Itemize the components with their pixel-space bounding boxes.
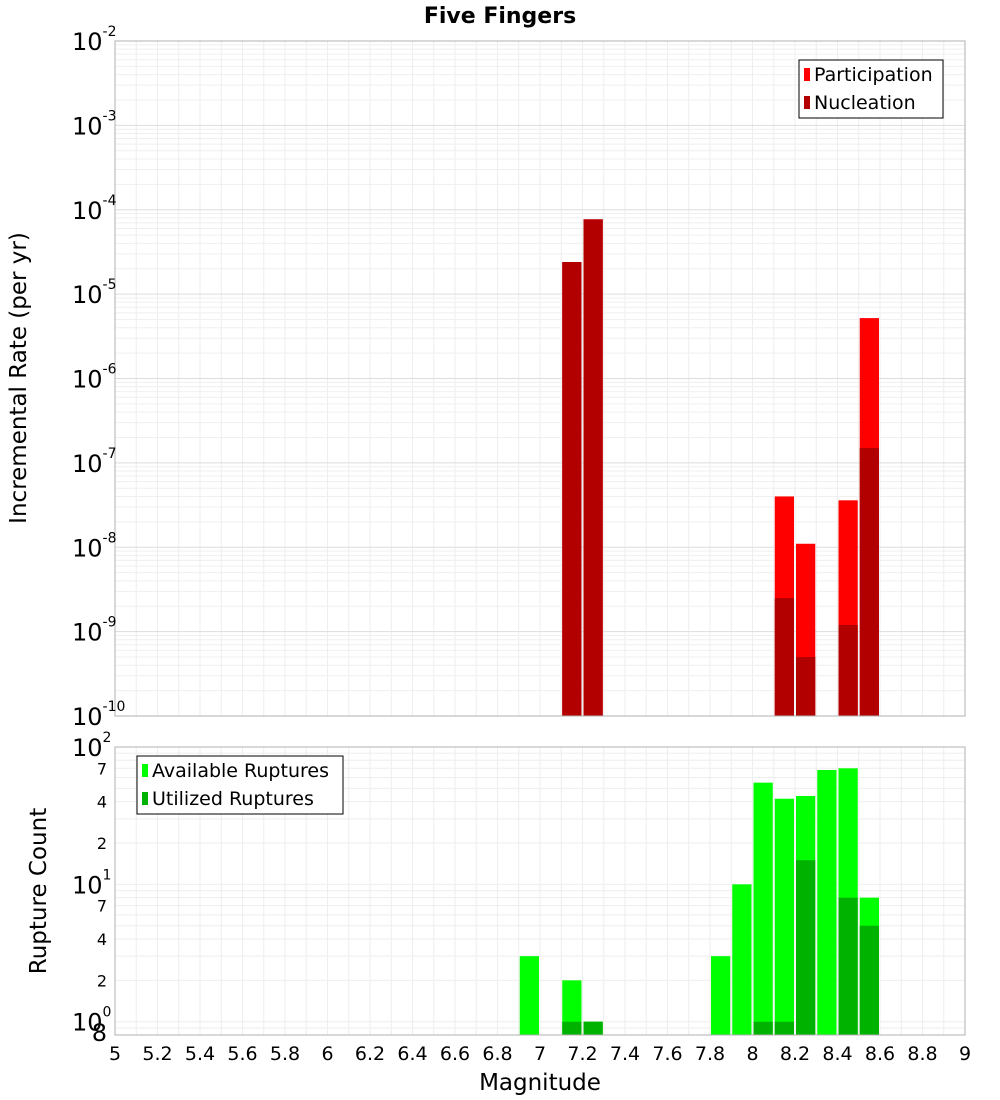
count-plot-legend: Available Ruptures Utilized Ruptures xyxy=(136,755,344,815)
x-axis-label: Magnitude xyxy=(479,1070,601,1096)
rate-bar-nucleation xyxy=(774,598,794,716)
rate-plot-y-tick-label: 10-4 xyxy=(72,193,117,225)
rate-legend-swatch xyxy=(804,68,810,81)
rate-plot-y-tick-label: 10-10 xyxy=(72,699,125,731)
chart-title: Five Fingers xyxy=(424,4,576,29)
count-bar-available-ruptures xyxy=(519,956,539,1035)
rate-plot-y-tick-label: 10-8 xyxy=(72,530,117,562)
rate-plot-y-axis-label: Incremental Rate (per yr) xyxy=(6,232,32,524)
x-tick-label: 7.6 xyxy=(652,1043,682,1065)
count-bar-utilized-ruptures xyxy=(774,1021,794,1035)
rate-bar-nucleation xyxy=(796,657,816,716)
count-bar-available-ruptures xyxy=(774,798,794,1035)
count-plot-y-minor-tick-label: 2 xyxy=(97,971,107,990)
x-tick-label: 5.6 xyxy=(227,1043,257,1065)
x-tick-label: 6.8 xyxy=(482,1043,512,1065)
rate-legend-swatch xyxy=(804,96,810,109)
rate-plot-grid xyxy=(114,41,966,717)
rate-bar-nucleation xyxy=(838,624,858,716)
rate-legend-box xyxy=(798,59,944,119)
rate-plot-y-tick-label: 10-9 xyxy=(72,615,117,647)
x-tick-label: 8.2 xyxy=(780,1043,810,1065)
count-bar-available-ruptures xyxy=(817,770,837,1035)
x-tick-label: 7 xyxy=(534,1043,546,1065)
count-bar-utilized-ruptures xyxy=(859,925,879,1035)
rate-plot-y-tick-label: 10-5 xyxy=(72,277,117,309)
rate-bar-nucleation xyxy=(562,262,582,716)
count-bar-available-ruptures xyxy=(711,956,731,1035)
count-legend-box xyxy=(136,755,344,815)
count-bar-utilized-ruptures xyxy=(583,1021,603,1035)
count-bar-available-ruptures xyxy=(753,782,773,1035)
rate-plot-legend: Participation Nucleation xyxy=(798,59,944,119)
x-tick-label: 7.4 xyxy=(610,1043,640,1065)
x-tick-label: 8.4 xyxy=(822,1043,852,1065)
count-plot-bars xyxy=(519,768,879,1035)
x-tick-label: 5.4 xyxy=(185,1043,215,1065)
count-bar-available-ruptures xyxy=(732,884,752,1035)
count-plot-y-minor-tick-label: 7 xyxy=(97,759,107,778)
count-bar-utilized-ruptures xyxy=(753,1021,773,1035)
rate-plot-y-tick-label: 10-2 xyxy=(72,24,117,56)
rate-plot-y-tick-label: 10-3 xyxy=(72,108,117,140)
x-tick-label: 6.2 xyxy=(355,1043,385,1065)
count-bar-utilized-ruptures xyxy=(796,860,816,1035)
count-plot-y-tick-label: 102 xyxy=(72,730,111,762)
x-tick-label: 7.8 xyxy=(695,1043,725,1065)
count-plot-y-minor-tick-label: 7 xyxy=(97,897,107,916)
x-tick-label: 5.2 xyxy=(142,1043,172,1065)
x-tick-label: 5 xyxy=(109,1043,121,1065)
count-bar-available-ruptures xyxy=(562,980,582,1035)
count-plot-y-minor-tick-label: 4 xyxy=(97,793,107,812)
x-tick-label: 8 xyxy=(746,1043,758,1065)
rate-plot-frame xyxy=(114,40,966,717)
count-legend-label: Available Ruptures xyxy=(152,760,329,782)
count-legend-swatch xyxy=(142,792,148,805)
count-plot-y-tick-label: 100 xyxy=(72,1005,111,1037)
x-tick-label: 8.6 xyxy=(865,1043,895,1065)
count-plot-y-minor-tick-label: 8 xyxy=(92,1019,107,1047)
count-plot-frame xyxy=(114,746,966,1036)
rate-legend-label: Participation xyxy=(814,64,933,86)
x-tick-label: 9 xyxy=(959,1043,971,1065)
rate-plot-bars xyxy=(562,219,879,717)
rate-legend-label: Nucleation xyxy=(814,92,916,114)
x-tick-label: 6 xyxy=(321,1043,333,1065)
count-bar-utilized-ruptures xyxy=(562,1021,582,1035)
rate-plot-y-tick-label: 10-7 xyxy=(72,446,117,478)
count-plot-y-minor-tick-label: 2 xyxy=(97,834,107,853)
count-plot-y-axis-label: Rupture Count xyxy=(26,808,52,974)
count-legend-label: Utilized Ruptures xyxy=(152,788,314,810)
x-tick-label: 8.8 xyxy=(907,1043,937,1065)
rate-bar-nucleation xyxy=(859,448,879,716)
rate-bar-nucleation xyxy=(583,219,603,717)
count-plot-y-tick-label: 101 xyxy=(72,867,111,899)
x-tick-label: 7.2 xyxy=(567,1043,597,1065)
count-legend-swatch xyxy=(142,764,148,777)
count-plot-y-minor-tick-label: 4 xyxy=(97,930,107,949)
rate-plot-y-tick-label: 10-6 xyxy=(72,362,117,394)
x-axis-ticks: 5 5.2 5.4 5.6 5.8 6 6.2 6.4 6.6 6.8 7 7.2 7.4 7.6 7.8 8… xyxy=(109,1043,971,1065)
x-tick-label: 5.8 xyxy=(270,1043,300,1065)
count-plot-y-ticks: 100 101 102 8 2 4 7 2 4 7 xyxy=(72,730,111,1047)
x-tick-label: 6.6 xyxy=(440,1043,470,1065)
count-bar-utilized-ruptures xyxy=(838,897,858,1035)
rate-plot-y-ticks: 10-10 10-9 10-8 10-7 10-6 10-5 10-4 10-3 10-2 xyxy=(72,24,125,731)
x-tick-label: 6.4 xyxy=(397,1043,427,1065)
